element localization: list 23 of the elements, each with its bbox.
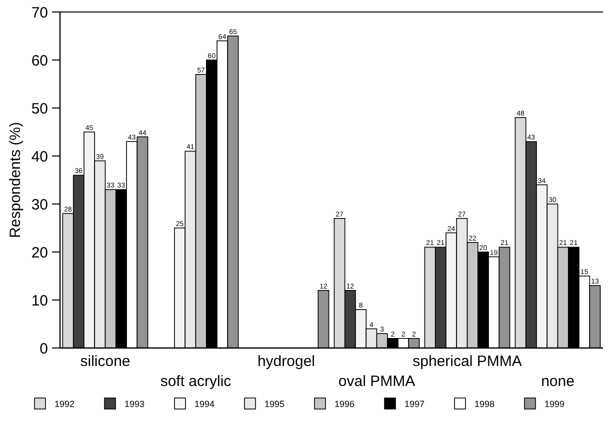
y-tick-label: 40: [31, 148, 48, 166]
legend-label: 1992: [54, 399, 75, 410]
x-tick-label: hydrogel: [257, 353, 316, 370]
y-tick-label: 70: [31, 4, 48, 22]
legend-label: 1996: [334, 399, 355, 410]
legend-label: 1993: [124, 399, 145, 410]
legend-label: 1994: [194, 399, 215, 410]
x-tick-label: none: [541, 373, 574, 390]
y-tick-label: 10: [31, 292, 48, 310]
x-tick-label: soft acrylic: [160, 373, 232, 390]
y-tick-label: 20: [31, 244, 48, 262]
legend-label: 1998: [474, 399, 495, 410]
y-tick-label: 50: [31, 100, 48, 118]
x-tick-label: spherical PMMA: [412, 353, 522, 370]
x-tick-label: oval PMMA: [338, 373, 416, 390]
legend-label: 1999: [544, 399, 565, 410]
legend-label: 1995: [264, 399, 285, 410]
y-tick-label: 0: [40, 340, 48, 358]
x-tick-label: silicone: [80, 353, 130, 370]
y-tick-label: 60: [31, 52, 48, 70]
y-axis-title: Respondents (%): [7, 122, 24, 238]
y-tick-label: 30: [31, 196, 48, 214]
legend-label: 1997: [404, 399, 425, 410]
